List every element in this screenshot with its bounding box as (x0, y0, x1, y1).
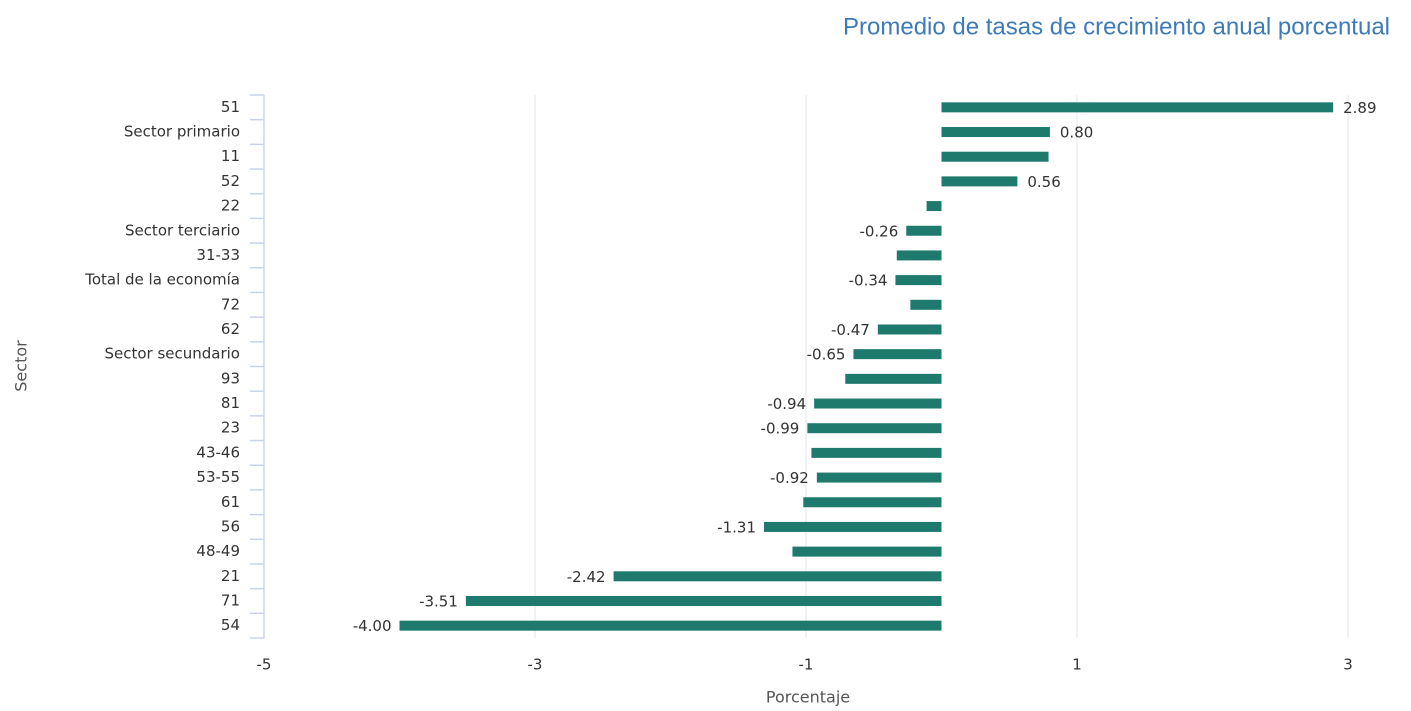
y-tick-label: 93 (221, 369, 240, 387)
bar (910, 299, 942, 310)
data-label: 0.56 (1027, 173, 1060, 191)
x-tick-label: 1 (1072, 656, 1082, 674)
bar (896, 250, 942, 261)
y-tick-label: Sector secundario (104, 345, 240, 363)
y-tick-label: Total de la economía (84, 271, 240, 289)
y-tick-label: 72 (221, 295, 240, 313)
bar (941, 127, 1050, 138)
y-tick-label: 62 (221, 320, 240, 338)
x-tick-label: -1 (799, 656, 814, 674)
x-tick-label: 3 (1343, 656, 1353, 674)
y-tick-label: 51 (221, 98, 240, 116)
data-label: 0.80 (1060, 124, 1093, 142)
bar (613, 571, 942, 582)
y-tick-label: 71 (221, 591, 240, 609)
y-tick-label: 61 (221, 493, 240, 511)
data-label: -0.34 (849, 272, 888, 290)
bar (853, 349, 942, 360)
chart-title: Promedio de tasas de crecimiento anual p… (843, 13, 1390, 40)
x-tick-label: -5 (257, 656, 272, 674)
data-label: -0.47 (831, 321, 870, 339)
data-label: -0.65 (807, 346, 846, 364)
y-tick-label: 53-55 (196, 468, 240, 486)
bar (941, 151, 1049, 162)
bar (811, 447, 942, 458)
y-tick-label: Sector terciario (125, 221, 240, 239)
bar (941, 102, 1334, 113)
bar (941, 176, 1018, 187)
y-tick-label: Sector primario (124, 123, 240, 141)
data-label: -4.00 (353, 617, 392, 635)
data-label: -1.31 (717, 518, 756, 536)
data-label: -3.51 (419, 592, 458, 610)
bar (399, 620, 942, 631)
data-label: -0.94 (767, 395, 806, 413)
y-tick-label: 48-49 (196, 542, 240, 560)
bar (807, 423, 942, 434)
y-tick-label: 11 (221, 147, 240, 165)
bar (877, 324, 942, 335)
y-tick-label: 22 (221, 197, 240, 215)
y-tick-label: 31-33 (196, 246, 240, 264)
y-tick-label: 43-46 (196, 443, 240, 461)
data-label: -0.26 (859, 222, 898, 240)
y-tick-label: 52 (221, 172, 240, 190)
data-label: -2.42 (567, 568, 606, 586)
data-label: -0.99 (761, 420, 800, 438)
bar (895, 275, 942, 286)
y-tick-label: 56 (221, 517, 240, 535)
y-tick-label: 81 (221, 394, 240, 412)
bar (816, 472, 942, 483)
bar (465, 595, 942, 606)
bar (792, 546, 942, 557)
y-tick-label: 54 (221, 616, 240, 634)
bar (845, 373, 942, 384)
bar (906, 225, 942, 236)
x-axis-title: Porcentaje (766, 688, 850, 707)
data-label: -0.92 (770, 469, 809, 487)
bar (814, 398, 942, 409)
bar (926, 201, 942, 212)
y-tick-label: 21 (221, 567, 240, 585)
x-tick-label: -3 (528, 656, 543, 674)
bar (763, 521, 942, 532)
y-tick-label: 23 (221, 419, 240, 437)
y-axis-title: Sector (12, 340, 31, 392)
bar (803, 497, 942, 508)
data-label: 2.89 (1343, 99, 1376, 117)
